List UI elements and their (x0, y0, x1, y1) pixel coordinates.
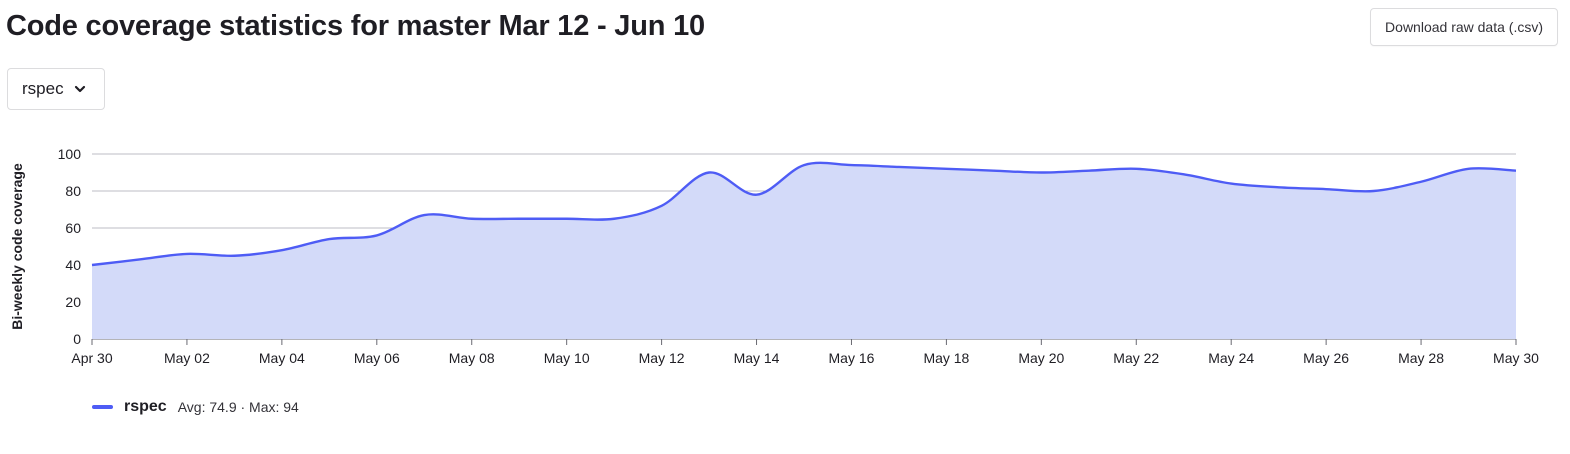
job-selector-dropdown[interactable]: rspec (7, 68, 105, 110)
x-tick-label: May 04 (259, 350, 305, 366)
legend-swatch (92, 405, 113, 409)
x-tick-label: Apr 30 (71, 350, 112, 366)
legend-series-name[interactable]: rspec (124, 398, 167, 415)
coverage-chart: 0 20 40 60 80 100 Bi-weekly code coverage Apr 3… (9, 146, 1539, 366)
x-tick-label: May 30 (1493, 350, 1539, 366)
chart-legend: rspec Avg: 74.9 · Max: 94 (92, 398, 299, 416)
x-tick-label: May 20 (1018, 350, 1064, 366)
y-axis-title: Bi-weekly code coverage (9, 163, 25, 330)
y-tick-label: 60 (65, 220, 81, 236)
x-tick-label: May 28 (1398, 350, 1444, 366)
x-tick-label: May 02 (164, 350, 210, 366)
y-tick-label: 100 (58, 146, 82, 162)
y-tick-label: 0 (73, 331, 81, 347)
x-tick-label: May 18 (923, 350, 969, 366)
y-tick-label: 20 (65, 294, 81, 310)
x-tick-label: May 12 (639, 350, 685, 366)
x-tick-label: May 22 (1113, 350, 1159, 366)
x-tick-label: May 16 (829, 350, 875, 366)
page-title: Code coverage statistics for master Mar … (6, 10, 705, 42)
legend-series-stats: Avg: 74.9 · Max: 94 (177, 399, 299, 415)
series-area-rspec (92, 162, 1516, 339)
y-tick-label: 80 (65, 183, 81, 199)
x-tick-label: May 10 (544, 350, 590, 366)
y-tick-label: 40 (65, 257, 81, 273)
x-tick-label: May 26 (1303, 350, 1349, 366)
chevron-down-icon (74, 85, 86, 93)
series-line-rspec (91, 161, 1517, 267)
download-csv-button[interactable]: Download raw data (.csv) (1370, 8, 1558, 46)
job-selector-label: rspec (22, 79, 64, 98)
x-tick-label: May 08 (449, 350, 495, 366)
x-tick-label: May 24 (1208, 350, 1254, 366)
x-tick-label: May 14 (734, 350, 780, 366)
x-tick-label: May 06 (354, 350, 400, 366)
